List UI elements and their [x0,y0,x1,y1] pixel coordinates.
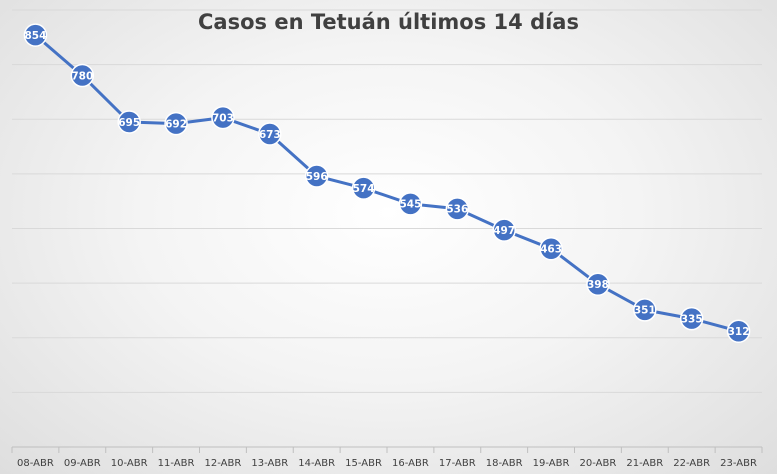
x-tick-label: 17-ABR [439,458,476,469]
data-point [304,164,329,188]
x-tick-label: 09-ABR [64,458,101,469]
x-tick-label: 10-ABR [111,458,148,469]
data-label: 596 [306,171,328,183]
data-point [492,218,516,242]
data-point [398,192,423,216]
x-tick-label: 18-ABR [486,458,523,469]
x-tick-label: 21-ABR [626,458,663,469]
data-label: 312 [728,326,750,338]
x-tick-label: 11-ABR [158,458,195,469]
data-label: 574 [353,183,375,195]
data-label: 335 [681,313,703,325]
data-label: 351 [634,305,656,317]
x-tick-label: 15-ABR [345,458,382,469]
data-label: 703 [212,112,234,124]
data-point [679,306,704,331]
data-label: 536 [446,204,468,216]
data-label: 673 [259,129,281,141]
data-point [258,122,282,146]
x-tick-label: 20-ABR [580,458,617,469]
data-point [726,319,751,343]
data-label: 545 [399,199,421,211]
data-label: 695 [118,117,140,129]
x-tick-label: 12-ABR [205,458,242,469]
series-line [34,33,739,333]
data-label: 854 [24,30,46,42]
data-label: 692 [165,118,187,130]
x-tick-label: 14-ABR [298,458,335,469]
x-tick-label: 22-ABR [673,458,710,469]
data-point [117,110,141,134]
data-point [23,23,48,47]
data-label: 780 [71,70,93,82]
data-point [633,298,657,322]
data-point [586,272,610,296]
data-label: 398 [587,279,609,291]
data-point [211,105,235,130]
x-tick-label: 13-ABR [251,458,288,469]
data-label: 497 [493,225,515,237]
x-tick-label: 08-ABR [17,458,54,469]
data-point [164,111,188,136]
data-point [351,176,376,200]
chart-title: Casos en Tetuán últimos 14 días [198,10,579,34]
x-tick-label: 23-ABR [720,458,757,469]
data-label: 463 [540,244,562,256]
data-point [445,197,470,221]
data-point [539,236,563,261]
data-point [70,63,95,88]
x-tick-label: 19-ABR [533,458,570,469]
x-tick-label: 16-ABR [392,458,429,469]
